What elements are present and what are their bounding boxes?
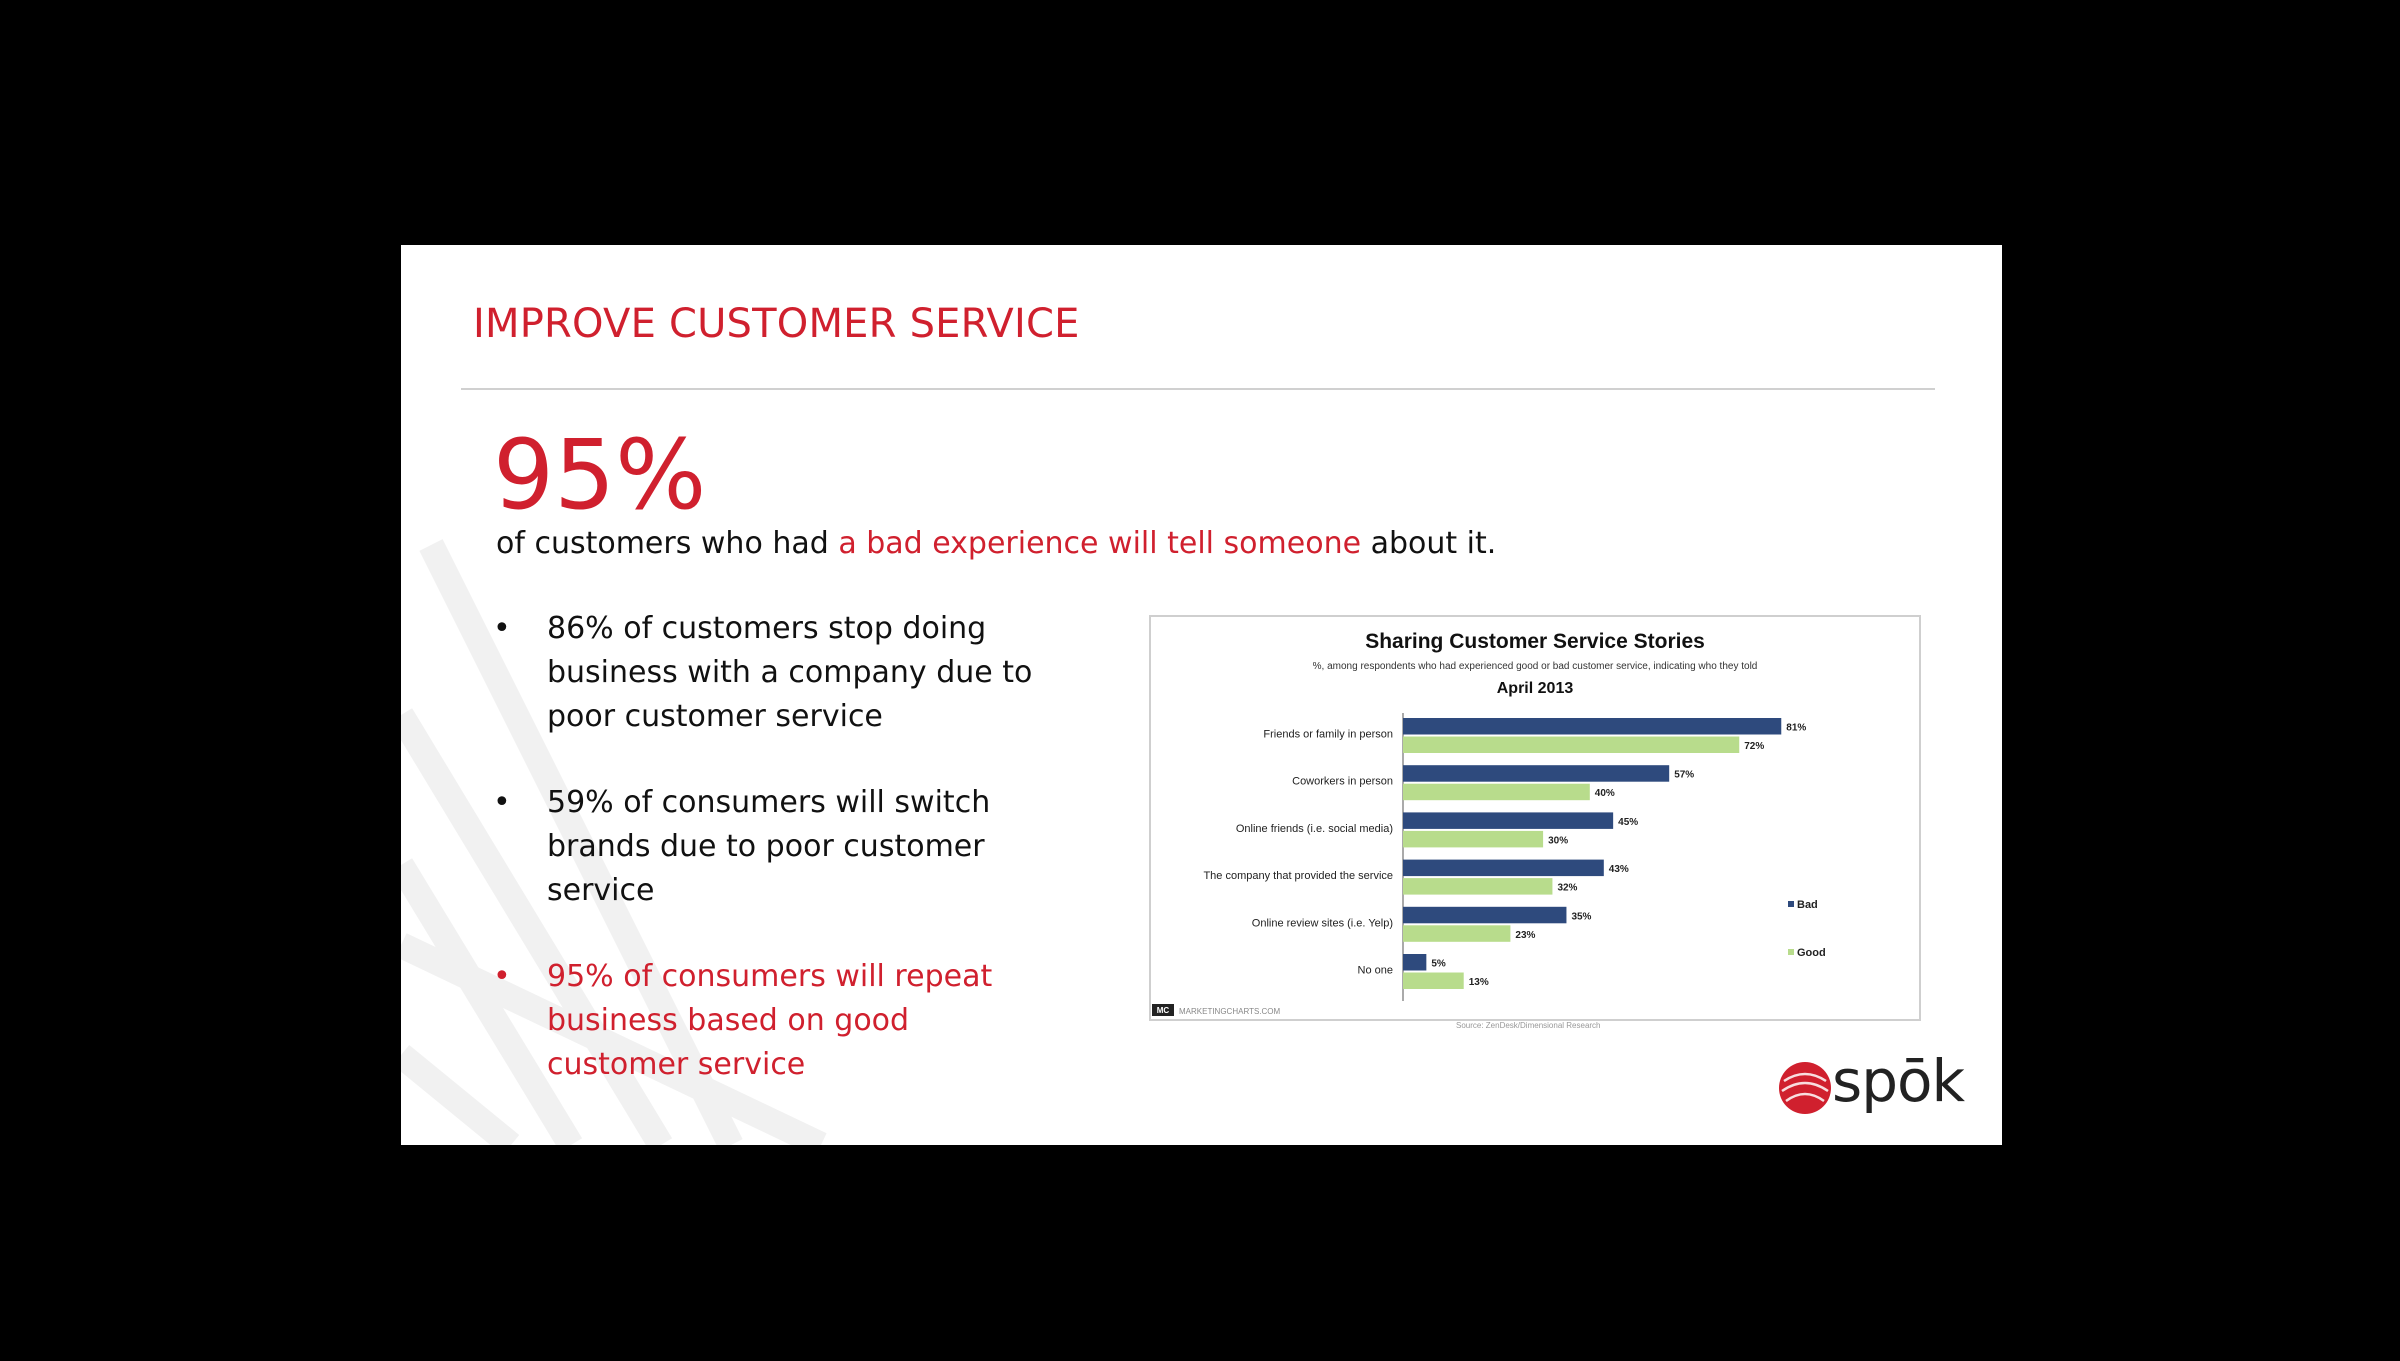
chart-value-label: 13% [1469, 977, 1489, 988]
marketingcharts-brand: MARKETINGCHARTS.COM [1179, 1007, 1281, 1016]
spok-logo: spōk [1774, 1047, 1965, 1123]
chart-subtitle: %, among respondents who had experienced… [1313, 661, 1758, 672]
chart-bar-good [1403, 783, 1590, 801]
background-decorative-lines [401, 539, 827, 1145]
chart-bar-good [1403, 972, 1464, 989]
chart-date: April 2013 [1497, 680, 1574, 697]
chart-bar-good [1403, 878, 1553, 895]
headline-caption: of customers who had a bad experience wi… [496, 526, 1496, 561]
caption-before: of customers who had [496, 526, 839, 561]
chart-frame: Sharing Customer Service Stories %, amon… [1149, 615, 1921, 1021]
chart-value-label: 45% [1618, 817, 1638, 828]
chart-bar-bad [1403, 718, 1782, 735]
chart-title: Sharing Customer Service Stories [1365, 630, 1705, 653]
chart-category-label: No one [1358, 965, 1393, 977]
bullet-item: • 86% of customers stop doing business wi… [493, 607, 1053, 739]
slide: IMPROVE CUSTOMER SERVICE 95% of customer… [401, 245, 2002, 1145]
chart-value-label: 40% [1595, 788, 1615, 799]
slide-title: IMPROVE CUSTOMER SERVICE [473, 301, 1080, 347]
chart-category-label: The company that provided the service [1203, 870, 1393, 882]
chart-source: Source: ZenDesk/Dimensional Research [1456, 1021, 1601, 1030]
chart-value-label: 57% [1674, 770, 1694, 781]
chart-category-label: Online review sites (i.e. Yelp) [1252, 917, 1393, 929]
chart-category-label: Online friends (i.e. social media) [1236, 823, 1393, 835]
bullet-list: • 86% of customers stop doing business wi… [493, 607, 1053, 1129]
chart-value-label: 43% [1609, 864, 1629, 875]
chart-value-label: 35% [1571, 911, 1591, 922]
caption-highlight: a bad experience will tell someone [838, 526, 1362, 561]
marketingcharts-badge-text: MC [1157, 1006, 1170, 1015]
bullet-item: • 95% of consumers will repeat business b… [493, 955, 1053, 1087]
spok-logo-icon [1779, 1062, 1831, 1114]
bullet-text: 86% of customers stop doing business wit… [547, 611, 1033, 734]
chart-bar-good [1403, 925, 1511, 942]
chart-bar-bad [1403, 954, 1427, 971]
chart-value-label: 23% [1515, 930, 1535, 941]
legend-label-good: Good [1797, 947, 1826, 959]
bullet-text: 95% of consumers will repeat business ba… [547, 959, 993, 1082]
chart-category-label: Friends or family in person [1263, 729, 1393, 741]
headline-stat: 95% [493, 419, 707, 531]
chart-value-label: 81% [1786, 723, 1806, 734]
bullet-dot: • [493, 611, 511, 646]
chart-marks: Friends or family in person 81% 72% Coworke… [1203, 718, 1806, 989]
chart-category-label: Coworkers in person [1292, 776, 1393, 788]
title-divider [461, 388, 1935, 390]
bullet-dot: • [493, 959, 511, 994]
chart-legend: Bad Good [1788, 899, 1826, 959]
legend-swatch-bad [1788, 901, 1794, 907]
bar-chart: Sharing Customer Service Stories %, amon… [1152, 630, 1826, 1016]
chart-bar-bad [1403, 859, 1604, 877]
legend-label-bad: Bad [1797, 899, 1818, 911]
chart-bar-bad [1403, 906, 1567, 924]
bullet-dot: • [493, 785, 511, 820]
chart-value-label: 72% [1744, 741, 1764, 752]
legend-swatch-good [1788, 949, 1794, 955]
caption-after: about it. [1361, 526, 1497, 561]
chart-bar-bad [1403, 812, 1614, 829]
bullet-text: 59% of consumers will switch brands due … [547, 785, 991, 908]
chart-bar-good [1403, 736, 1740, 753]
bullet-item: • 59% of consumers will switch brands due… [493, 781, 1053, 913]
marketingcharts-badge [1152, 1004, 1174, 1016]
chart-value-label: 32% [1557, 883, 1577, 894]
chart-bar-good [1403, 830, 1544, 848]
chart-value-label: 5% [1431, 959, 1446, 970]
spok-logo-text: spōk [1832, 1047, 1965, 1115]
chart-bar-bad [1403, 765, 1670, 782]
chart-value-label: 30% [1548, 835, 1568, 846]
